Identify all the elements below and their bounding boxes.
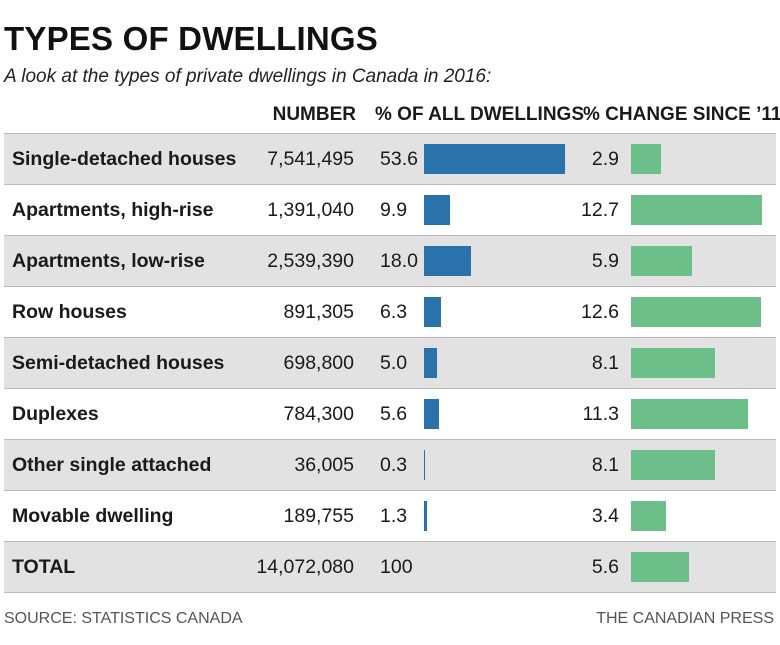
table-row: Duplexes 784,300 5.6 11.3: [4, 389, 776, 440]
share-value: 6.3: [380, 301, 408, 323]
dwelling-type-label: Semi-detached houses: [12, 352, 225, 374]
share-value: 53.6: [380, 148, 418, 170]
change-value: 3.4: [591, 505, 619, 527]
dwelling-type-label: Row houses: [12, 301, 127, 323]
dwelling-count: 36,005: [294, 454, 354, 476]
table-row: Single-detached houses 7,541,495 53.6 2.9: [4, 134, 776, 185]
dwelling-count: 1,391,040: [267, 199, 354, 221]
share-bar: [424, 348, 438, 378]
share-value: 5.0: [380, 352, 408, 374]
change-bar: [631, 501, 667, 531]
column-header-number: NUMBER: [272, 104, 356, 125]
table-row: Other single attached 36,005 0.3 8.1: [4, 440, 776, 491]
dwelling-type-label: Apartments, low-rise: [12, 250, 205, 272]
dwelling-type-label: Duplexes: [12, 403, 99, 425]
change-bar: [631, 552, 689, 582]
dwelling-count: 14,072,080: [256, 556, 354, 578]
share-bar: [424, 246, 472, 276]
share-value: 9.9: [380, 199, 408, 221]
table-row-total: TOTAL 14,072,080 100 5.6: [4, 542, 776, 593]
dwelling-type-label: Movable dwelling: [12, 505, 174, 527]
share-bar: [424, 297, 441, 327]
change-bar: [631, 399, 748, 429]
table-row: Semi-detached houses 698,800 5.0 8.1: [4, 338, 776, 389]
share-bar: [424, 501, 428, 531]
share-bar: [424, 450, 425, 480]
share-value: 5.6: [380, 403, 408, 425]
change-value: 8.1: [591, 352, 619, 374]
column-header-change: % CHANGE SINCE ’11: [583, 104, 780, 125]
table-row: Movable dwelling 189,755 1.3 3.4: [4, 491, 776, 542]
dwelling-count: 2,539,390: [267, 250, 354, 272]
share-bar: [424, 195, 451, 225]
page-title: TYPES OF DWELLINGS: [4, 20, 378, 57]
source-note: SOURCE: STATISTICS CANADA: [4, 610, 243, 627]
change-value: 2.9: [591, 148, 619, 170]
change-bar: [631, 246, 692, 276]
change-value: 12.7: [581, 199, 619, 221]
dwelling-count: 698,800: [283, 352, 355, 374]
share-value: 18.0: [380, 250, 418, 272]
change-value: 8.1: [591, 454, 619, 476]
table-row: Apartments, low-rise 2,539,390 18.0 5.9: [4, 236, 776, 287]
change-value: 5.6: [591, 556, 619, 578]
share-value: 0.3: [380, 454, 408, 476]
dwelling-type-label: Single-detached houses: [12, 148, 237, 170]
share-value: 1.3: [380, 505, 408, 527]
dwelling-type-label: TOTAL: [12, 556, 76, 578]
table-row: Apartments, high-rise 1,391,040 9.9 12.7: [4, 185, 776, 236]
dwelling-type-label: Apartments, high-rise: [12, 199, 214, 221]
column-header-share: % OF ALL DWELLINGS: [375, 104, 584, 125]
share-value: 100: [380, 556, 413, 578]
dwellings-table: Single-detached houses 7,541,495 53.6 2.9 Ap…: [4, 133, 776, 593]
credit-note: THE CANADIAN PRESS: [596, 610, 774, 627]
share-bar: [424, 399, 439, 429]
change-bar: [631, 450, 715, 480]
change-value: 5.9: [591, 250, 619, 272]
dwelling-count: 891,305: [283, 301, 355, 323]
change-bar: [631, 348, 715, 378]
page-subtitle: A look at the types of private dwellings…: [4, 66, 492, 87]
change-bar: [631, 195, 762, 225]
change-value: 11.3: [582, 403, 619, 425]
table-row: Row houses 891,305 6.3 12.6: [4, 287, 776, 338]
dwelling-count: 784,300: [283, 403, 355, 425]
dwelling-count: 7,541,495: [267, 148, 354, 170]
dwelling-type-label: Other single attached: [12, 454, 212, 476]
change-value: 12.6: [581, 301, 619, 323]
share-bar: [424, 144, 565, 174]
dwelling-count: 189,755: [283, 505, 355, 527]
change-bar: [631, 144, 661, 174]
change-bar: [631, 297, 761, 327]
